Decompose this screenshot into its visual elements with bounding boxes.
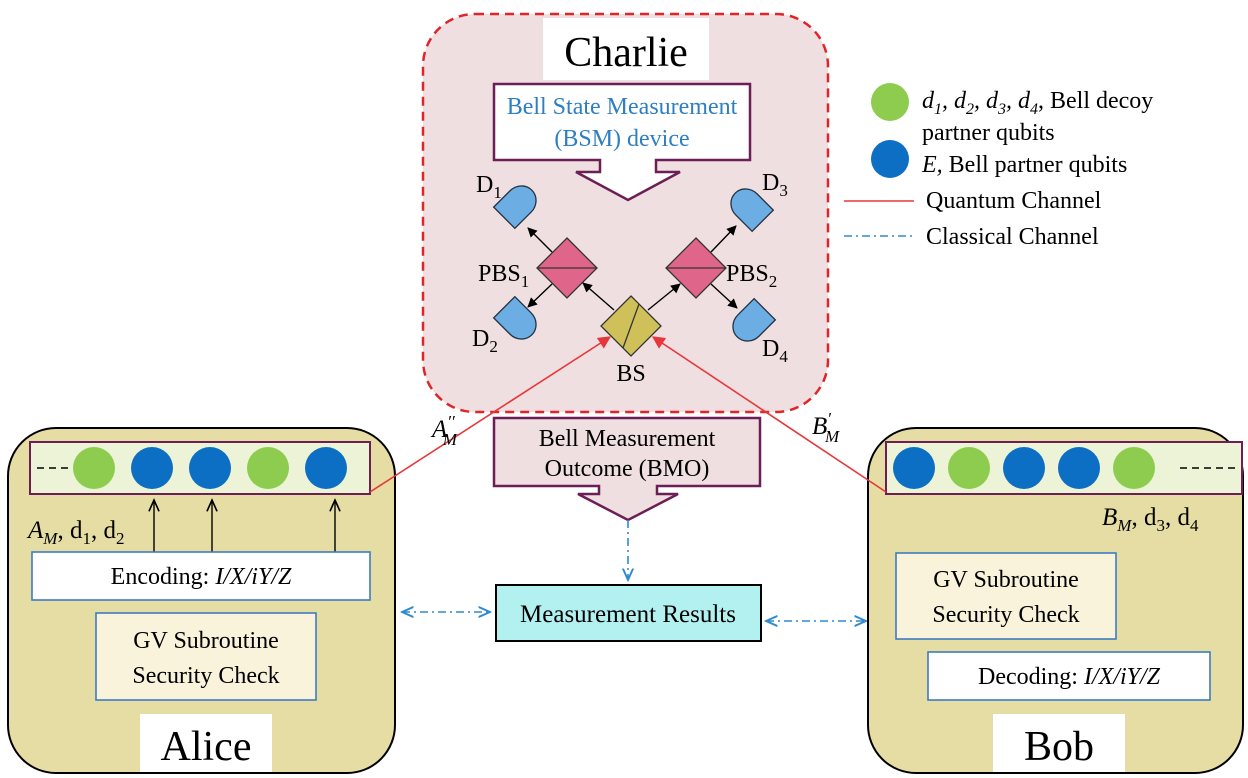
pbs1-label: PBS1 xyxy=(478,261,529,291)
pbs1 xyxy=(536,237,598,299)
detector-d1-label: D1 xyxy=(476,172,502,202)
legend-green-line-2: partner qubits xyxy=(922,120,1055,146)
beam-splitter-label: BS xyxy=(616,361,645,387)
detector-d2-label: D2 xyxy=(472,326,498,356)
measurement-results-box xyxy=(495,584,762,642)
bob-qubit-green xyxy=(948,447,990,489)
quantum-channel-alice xyxy=(369,336,612,493)
charlie-node: Charlie Bell State Measurement (BSM) dev… xyxy=(421,12,830,414)
alice-encoding-label: Encoding: I/X/iY/Z xyxy=(111,564,292,590)
legend-quantum-label: Quantum Channel xyxy=(926,188,1102,214)
detector-d2 xyxy=(492,295,537,340)
bob-gv-label-1: GV Subroutine xyxy=(933,567,1079,593)
charlie-label-bg xyxy=(543,18,709,80)
bmo-node: Bell Measurement Outcome (BMO) xyxy=(492,416,762,522)
arrow-pbs2-d3 xyxy=(710,225,737,253)
legend: d1, d2, d3, d4, Bell decoy partner qubit… xyxy=(844,83,1153,250)
bsm-device-label-1: Bell State Measurement xyxy=(507,94,738,120)
measurement-results: Measurement Results xyxy=(495,584,762,642)
alice-gv-box xyxy=(95,612,317,701)
detector-d3 xyxy=(730,188,775,233)
bob-qubit-green xyxy=(1113,447,1155,489)
bob-channel-label: B′ M xyxy=(812,409,840,446)
legend-green-qubit xyxy=(871,83,909,121)
detector-d4 xyxy=(732,297,777,342)
alice-qubit-green xyxy=(73,447,115,489)
legend-blue-qubit xyxy=(871,140,909,178)
bob-label: Bob xyxy=(1024,724,1094,770)
bob-qubit-blue xyxy=(893,447,935,489)
pbs2-label: PBS2 xyxy=(726,261,777,291)
charlie-label: Charlie xyxy=(564,30,688,76)
bob-qubit-blue xyxy=(1058,447,1100,489)
arrow-pbs2-d4 xyxy=(710,283,738,309)
bob-gv-label-2: Security Check xyxy=(932,602,1079,628)
alice-encoding-box xyxy=(31,551,371,601)
measurement-results-label: Measurement Results xyxy=(520,601,736,628)
arrow-pbs1-d1 xyxy=(527,227,553,253)
alice-qubit-green xyxy=(247,447,289,489)
alice-channel-label: A′′ M xyxy=(430,412,458,449)
alice-qubit-blue xyxy=(131,447,173,489)
alice-label: Alice xyxy=(161,724,252,770)
beam-splitter xyxy=(600,295,662,357)
alice-node: AM, d1, d2 Encoding: I/X/iY/Z GV Subrout… xyxy=(7,427,396,774)
detector-d3-label: D3 xyxy=(762,170,788,200)
detector-d4-label: D4 xyxy=(762,336,788,366)
bmo-label-2: Outcome (BMO) xyxy=(545,456,710,482)
alice-label-bg xyxy=(140,714,272,772)
alice-gv-label-1: GV Subroutine xyxy=(133,628,279,654)
arrow-bs-pbs2 xyxy=(647,283,681,311)
legend-classical-label: Classical Channel xyxy=(926,224,1099,250)
bmo-label-1: Bell Measurement xyxy=(539,426,716,452)
bob-decoding-label: Decoding: I/X/iY/Z xyxy=(978,664,1161,690)
legend-green-line-1: d1, d2, d3, d4, Bell decoy xyxy=(922,88,1153,118)
arrow-pbs1-d2 xyxy=(527,283,553,308)
arrow-bs-pbs1 xyxy=(582,282,615,311)
quantum-channel-bob xyxy=(651,336,887,493)
alice-qubit-label: AM, d1, d2 xyxy=(26,517,124,548)
bmo-arrow xyxy=(492,416,762,522)
bob-label-bg xyxy=(993,714,1125,772)
bsm-device-arrow xyxy=(492,82,752,202)
bob-node: BM, d3, d4 GV Subroutine Security Check … xyxy=(867,427,1244,774)
alice-qubit-blue xyxy=(189,447,231,489)
bsm-device-label-2: (BSM) device xyxy=(554,126,689,152)
alice-gv-label-2: Security Check xyxy=(132,663,279,689)
alice-qubit-blue xyxy=(305,447,347,489)
bob-decoding-box xyxy=(927,651,1211,701)
bob-qubit-blue xyxy=(1003,447,1045,489)
detector-d1 xyxy=(492,185,537,230)
legend-blue-line: E, Bell partner qubits xyxy=(921,152,1127,178)
bob-qubit-label: BM, d3, d4 xyxy=(1102,504,1199,535)
bob-gv-box xyxy=(895,552,1117,640)
pbs2 xyxy=(665,237,727,299)
